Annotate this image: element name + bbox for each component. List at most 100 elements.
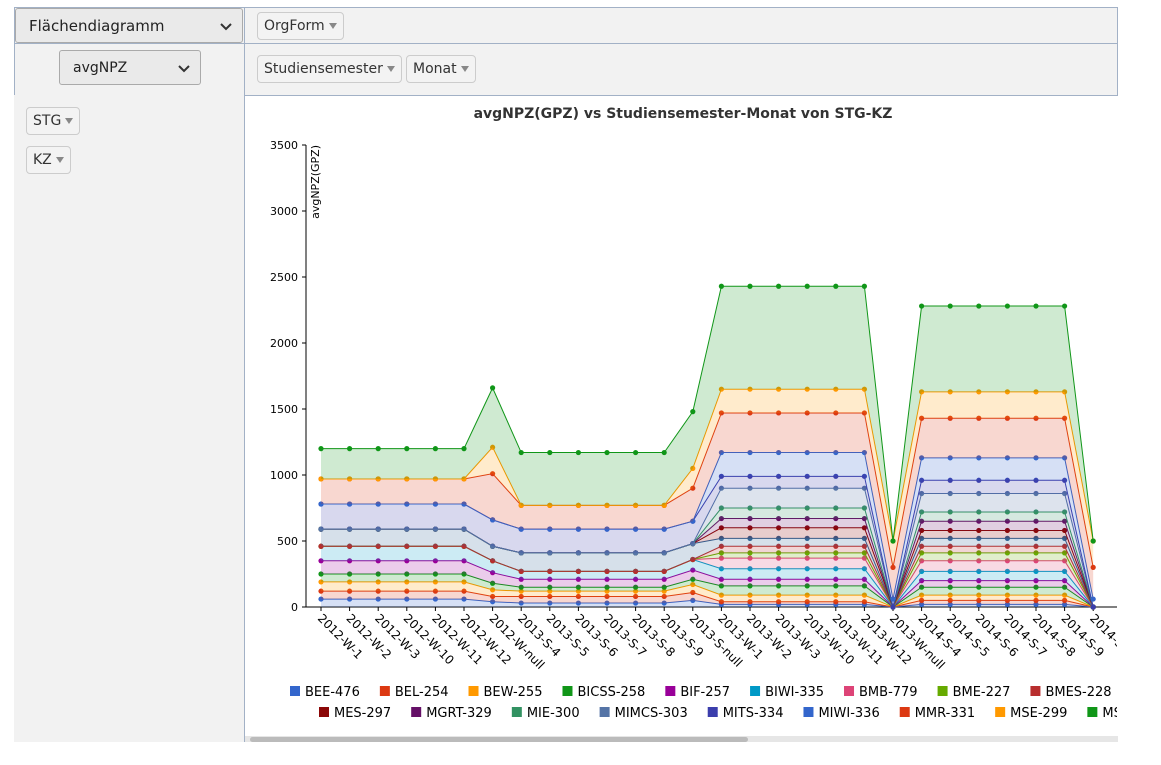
data-point — [947, 455, 953, 461]
field-label: KZ — [33, 152, 52, 168]
data-point — [976, 509, 982, 515]
field-pill[interactable]: OrgForm — [257, 12, 344, 40]
data-point — [919, 568, 925, 574]
data-point — [804, 550, 810, 556]
data-point — [861, 525, 868, 531]
data-point — [1033, 558, 1039, 564]
data-point — [947, 303, 953, 309]
data-point — [575, 584, 582, 590]
data-point — [804, 566, 810, 572]
data-point — [404, 596, 410, 602]
field-pill[interactable]: Studiensemester — [257, 55, 402, 83]
data-point — [804, 525, 810, 531]
data-point — [718, 283, 725, 289]
data-point — [375, 446, 381, 452]
data-point — [1004, 601, 1011, 607]
field-pill[interactable]: Monat — [406, 55, 476, 83]
data-point — [404, 501, 410, 507]
data-point — [490, 543, 496, 549]
data-point — [490, 517, 496, 523]
data-point — [1033, 415, 1039, 421]
data-point — [947, 578, 953, 584]
renderer-select[interactable]: Flächendiagramm — [15, 8, 243, 43]
field-pill[interactable]: KZ — [26, 146, 71, 174]
data-point — [919, 592, 925, 598]
data-point — [318, 526, 324, 532]
legend-swatch — [665, 686, 676, 696]
data-point — [833, 599, 839, 605]
data-point — [976, 558, 982, 564]
data-point — [318, 543, 324, 549]
data-point — [1004, 477, 1011, 483]
data-point — [1062, 455, 1068, 461]
data-point — [661, 526, 667, 532]
data-point — [518, 449, 524, 456]
data-point — [718, 515, 725, 522]
data-point — [718, 550, 725, 556]
legend-label: MSET-328 — [1102, 706, 1117, 721]
legend-label: MGRT-329 — [426, 706, 492, 721]
data-point — [604, 568, 610, 574]
data-point — [575, 502, 582, 508]
field-pill[interactable]: STG — [26, 107, 81, 135]
scrollbar[interactable] — [245, 736, 1118, 742]
data-point — [461, 571, 467, 577]
data-point — [1062, 543, 1068, 549]
data-point — [1090, 538, 1096, 544]
data-point — [747, 543, 753, 549]
data-point — [1062, 490, 1068, 497]
data-point — [375, 543, 381, 549]
legend-swatch — [995, 707, 1006, 717]
area-fill — [321, 574, 1094, 607]
data-point — [318, 596, 324, 602]
data-point — [947, 490, 953, 497]
data-point — [861, 473, 868, 479]
aggregator-cell: avgNPZ — [14, 43, 245, 96]
data-point — [432, 446, 438, 452]
data-point — [976, 389, 982, 395]
scroll-thumb[interactable] — [250, 737, 748, 742]
data-point — [747, 599, 753, 605]
data-point — [833, 386, 839, 392]
data-point — [861, 515, 868, 522]
data-point — [604, 449, 610, 456]
data-point — [461, 446, 467, 452]
data-point — [404, 558, 410, 564]
data-point — [547, 449, 553, 456]
data-point — [347, 579, 353, 585]
data-point — [432, 596, 438, 602]
data-point — [747, 576, 753, 582]
data-point — [690, 581, 696, 588]
area-line — [321, 573, 1094, 608]
legend-label: MIWI-336 — [818, 706, 879, 721]
data-point — [547, 568, 553, 574]
chart-title: avgNPZ(GPZ) vs Studiensemester-Monat von… — [474, 106, 893, 122]
data-point — [861, 283, 868, 289]
data-point — [861, 449, 868, 456]
area-fill — [321, 389, 1094, 568]
data-point — [1004, 303, 1011, 309]
chevron — [178, 65, 190, 73]
data-point — [1062, 592, 1068, 598]
data-point — [804, 515, 810, 522]
area-fill — [321, 546, 1094, 607]
data-point — [833, 410, 839, 416]
legend-label: BMES-228 — [1045, 685, 1111, 700]
data-point — [547, 584, 553, 590]
data-point — [1033, 592, 1039, 598]
data-point — [1062, 568, 1068, 574]
aggregator-select[interactable]: avgNPZ — [59, 50, 201, 85]
area-fill — [321, 286, 1094, 541]
legend-swatch — [511, 707, 522, 717]
data-point — [318, 579, 324, 585]
renderer-label: Flächendiagramm — [29, 16, 165, 35]
data-point — [776, 535, 782, 541]
data-point — [1033, 550, 1039, 556]
data-point — [804, 505, 810, 511]
data-point — [718, 386, 725, 392]
data-point — [1033, 455, 1039, 461]
data-point — [861, 386, 868, 392]
data-point — [633, 593, 639, 600]
data-point — [833, 535, 839, 541]
data-point — [490, 580, 496, 586]
